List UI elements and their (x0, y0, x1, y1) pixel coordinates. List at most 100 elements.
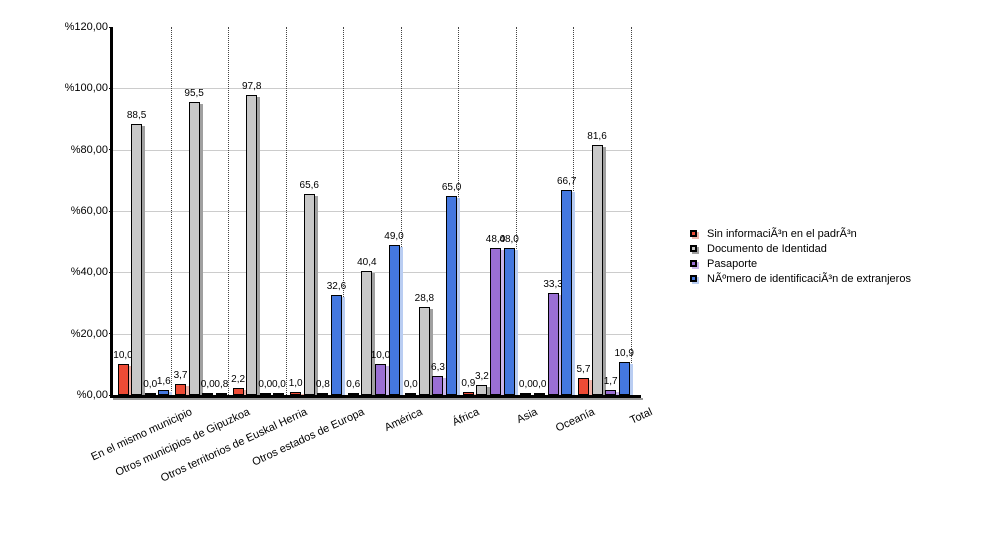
bar (618, 362, 630, 395)
legend-swatch-icon (690, 245, 697, 252)
bar-value-label: 88,5 (126, 110, 147, 121)
bar (317, 393, 329, 395)
bar (158, 390, 170, 395)
x-axis-line (110, 395, 641, 398)
gridline-horizontal (113, 149, 631, 151)
bar-value-label: 49,0 (384, 231, 404, 242)
bar-value-label: 81,6 (587, 131, 607, 142)
gridline-vertical (458, 27, 460, 395)
bar (232, 388, 244, 395)
bar-value-label: 40,4 (357, 257, 377, 268)
bar-value-label: 0,9 (461, 378, 476, 389)
bar-value-label: 0,0 (403, 379, 418, 390)
x-axis-category-label: Oceanía (553, 406, 597, 435)
bar (215, 393, 227, 395)
bar (361, 271, 373, 395)
y-axis-line (110, 27, 113, 398)
gridline-horizontal (113, 88, 631, 90)
bar (273, 393, 285, 395)
bar (561, 190, 573, 395)
bar (117, 364, 129, 395)
gridline-vertical (343, 27, 345, 395)
legend-swatch-icon (690, 275, 697, 282)
bar-value-label: 65,6 (299, 180, 319, 191)
gridline-horizontal (113, 211, 631, 212)
bar-value-label: 48,0 (485, 234, 506, 245)
bar (490, 248, 502, 395)
bar (503, 248, 515, 395)
bar (188, 102, 200, 395)
bar (330, 295, 342, 395)
bar-value-label: 95,5 (184, 88, 204, 99)
bar (374, 364, 386, 395)
bar (246, 95, 258, 395)
bar-value-label: 28,8 (414, 293, 435, 304)
gridline-vertical (170, 27, 172, 395)
bar (418, 307, 430, 395)
legend-swatch-icon (690, 230, 697, 237)
bar (605, 390, 617, 395)
y-axis-tick-label: %80,00 (70, 143, 108, 156)
bar (175, 384, 187, 395)
bar-value-label: 97,8 (241, 81, 262, 92)
legend-item: NÃºmero de identificaciÃ³n de extranjero… (690, 271, 911, 286)
gridline-vertical (228, 27, 230, 395)
bar-value-label: 0,8 (315, 379, 330, 390)
bar (577, 378, 589, 395)
bar (547, 293, 559, 395)
bar-value-label: 10,0 (113, 350, 133, 361)
bar-value-label: 0,0 (518, 379, 533, 390)
bar (259, 393, 271, 395)
bar-value-label: 10,0 (370, 350, 391, 361)
y-axis-tick-label: %100,00 (64, 82, 108, 95)
bar (476, 385, 488, 395)
gridline-vertical (631, 27, 632, 395)
bar-value-label: 6,3 (431, 362, 445, 373)
bar (144, 393, 156, 395)
bar-value-label: 0,0 (271, 379, 286, 390)
bar (591, 145, 603, 395)
bar (462, 392, 474, 395)
chart-legend: Sin informaciÃ³n en el padrÃ³n Documento … (690, 226, 911, 286)
legend-label: NÃºmero de identificaciÃ³n de extranjero… (707, 272, 911, 285)
bar (388, 245, 400, 395)
bar-value-label: 48,0 (499, 234, 519, 245)
bar-value-label: 0,6 (346, 379, 361, 390)
bar-value-label: 1,6 (156, 376, 171, 387)
legend-item: Pasaporte (690, 256, 911, 271)
gridline-vertical (515, 27, 517, 395)
bar-value-label: 3,2 (474, 371, 489, 382)
legend-label: Sin informaciÃ³n en el padrÃ³n (707, 227, 857, 240)
bar (290, 392, 302, 395)
x-axis-category-label: Total (628, 406, 655, 427)
bar-value-label: 0,8 (214, 379, 229, 390)
y-axis-tick-label: %20,00 (70, 327, 108, 340)
bar-value-label: 3,7 (173, 370, 188, 381)
bar (533, 393, 545, 395)
bar-value-label: 0,0 (143, 379, 158, 390)
bar-value-label: 0,0 (258, 379, 273, 390)
bar (347, 393, 359, 395)
x-axis-category-label: África (451, 406, 482, 429)
bar-value-label: 0,0 (532, 379, 547, 390)
bar-value-label: 10,9 (614, 348, 634, 359)
y-axis-tick-label: %40,00 (70, 266, 108, 279)
gridline-vertical (573, 27, 575, 395)
bar-value-label: 1,7 (603, 376, 618, 387)
bar (131, 124, 143, 395)
x-axis-category-label: América (382, 406, 425, 434)
legend-label: Documento de Identidad (707, 242, 827, 255)
x-axis-shadow (113, 398, 643, 400)
bar-value-label: 0,0 (200, 379, 215, 390)
bar (303, 194, 315, 395)
legend-swatch-icon (690, 260, 697, 267)
bar-value-label: 2,2 (231, 374, 246, 385)
bar-value-label: 33,3 (543, 279, 563, 290)
bar-value-label: 5,7 (576, 364, 591, 375)
bar (520, 393, 532, 395)
bar (432, 376, 444, 395)
bar-value-label: 65,0 (441, 182, 462, 193)
bar (202, 393, 214, 395)
bar-value-label: 1,0 (288, 378, 303, 389)
